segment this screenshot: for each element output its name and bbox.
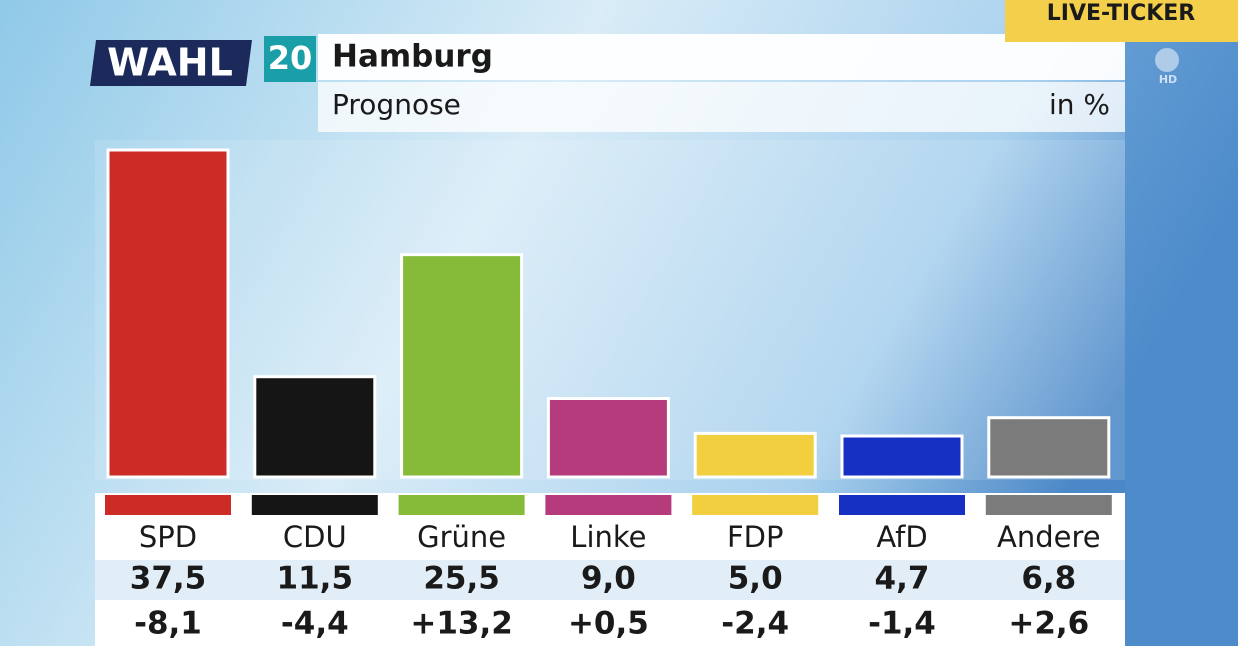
color-strip (985, 495, 1112, 515)
color-strip (692, 495, 819, 515)
category-label: Andere (997, 520, 1101, 554)
category-label: AfD (876, 520, 927, 554)
bar (693, 431, 817, 479)
subtitle: Prognose (332, 88, 461, 121)
unit: in % (1049, 88, 1110, 121)
bar (840, 434, 964, 479)
value-label: 11,5 (277, 561, 354, 597)
year-box (264, 36, 316, 82)
value-row (95, 560, 1125, 600)
value-label: 4,7 (875, 561, 930, 597)
year: 20 (268, 39, 313, 77)
change-label: -4,4 (281, 606, 349, 642)
value-label: 5,0 (728, 561, 783, 597)
bar (546, 397, 670, 479)
channel-logo (1155, 48, 1179, 72)
value-label: 37,5 (130, 561, 207, 597)
bar (106, 148, 230, 479)
color-strip (839, 495, 965, 515)
change-label: -1,4 (868, 606, 936, 642)
change-label: -8,1 (134, 606, 202, 642)
logo-box (90, 40, 252, 86)
category-label: Grüne (417, 520, 506, 554)
value-label: 25,5 (423, 561, 500, 597)
value-label: 9,0 (581, 561, 636, 597)
bar (253, 375, 377, 479)
category-label: SPD (139, 520, 197, 554)
title: Hamburg (332, 39, 493, 75)
color-strip (105, 495, 231, 515)
side-panel (1125, 0, 1238, 646)
logo: WAHL (107, 41, 233, 85)
change-label: +2,6 (1008, 606, 1089, 642)
value-label: 6,8 (1021, 561, 1076, 597)
category-label: FDP (727, 520, 784, 554)
name-row (95, 517, 1125, 560)
subtitle-box (318, 82, 1125, 132)
change-label: +0,5 (568, 606, 649, 642)
channel: HD (1159, 73, 1177, 86)
ticker[interactable]: LIVE-TICKER (1047, 1, 1196, 26)
title-box (318, 34, 1125, 80)
category-label: CDU (283, 520, 347, 554)
color-strip (251, 495, 378, 515)
color-strip (398, 495, 525, 515)
change-label: +13,2 (410, 606, 512, 642)
bar (400, 253, 524, 479)
change-row (95, 600, 1125, 646)
change-label: -2,4 (721, 606, 789, 642)
bar (987, 416, 1111, 479)
ticker-box[interactable] (1005, 0, 1238, 42)
category-label: Linke (570, 520, 646, 554)
color-strip (545, 495, 672, 515)
